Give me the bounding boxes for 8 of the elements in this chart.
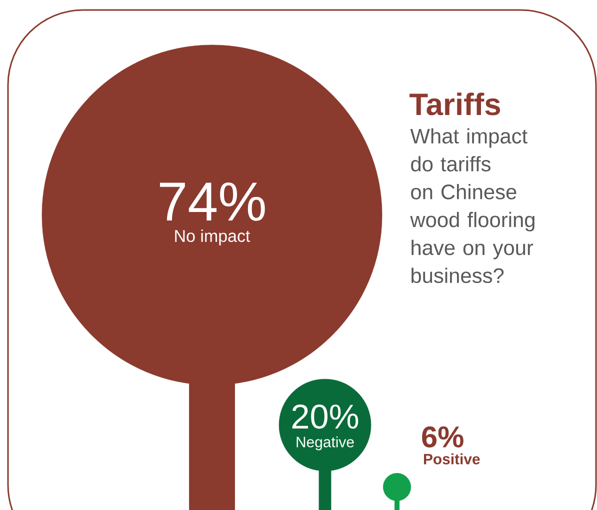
data-label: 74% [160,182,265,221]
category-label: Negative [296,436,354,450]
text: Tariffs [410,92,500,116]
text: What impact do tariffs on Chinese wood flooring have on your business? [410,128,534,284]
category-label: Positive [424,453,480,464]
data-label: 20% [292,404,358,429]
data-label: 6% [422,426,464,448]
category-label: No impact [175,230,250,246]
